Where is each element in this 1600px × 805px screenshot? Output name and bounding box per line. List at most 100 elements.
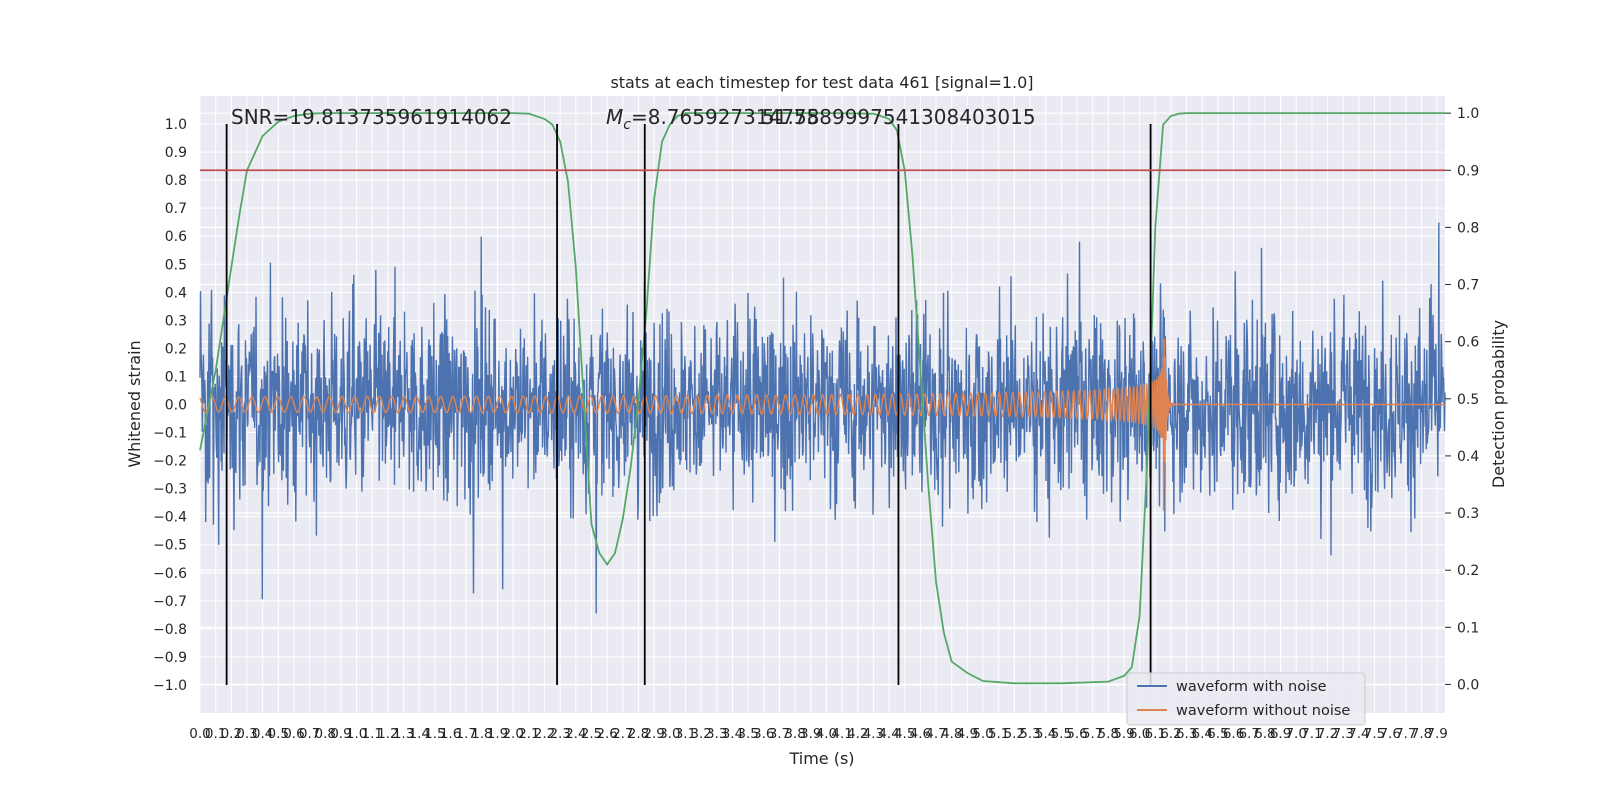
y-axis-label: Whitened strain (125, 340, 144, 467)
y-tick-label: −0.8 (153, 622, 187, 638)
x-tick-label: 6.4 (1192, 726, 1213, 742)
y-tick-label: −0.7 (153, 594, 187, 610)
x-tick-label: 3.5 (737, 726, 758, 742)
y-tick-label: −0.3 (153, 482, 187, 498)
x-tick-label: 7.0 (1285, 726, 1306, 742)
y2-tick-label: 0.4 (1457, 449, 1479, 465)
x-tick-label: 5.9 (1113, 726, 1134, 742)
y-tick-label: 0.6 (165, 229, 187, 245)
chirp-mass-annotation: Mc=8.765927314758 (606, 105, 820, 133)
x-tick-label: 6.7 (1239, 726, 1260, 742)
y-tick-label: 0.8 (165, 173, 187, 189)
detection-probability-series (199, 112, 1445, 685)
x-tick-label: 4.5 (894, 726, 915, 742)
x-tick-label: 3.6 (753, 726, 774, 742)
x-tick-label: 5.5 (1051, 726, 1072, 742)
y-axis-ticks: 1.0 0.9 0.8 0.7 0.6 0.5 0.4 0.3 0.2 0.1 0.0 −0.1 −0.… (153, 117, 187, 694)
y-tick-label: 0.5 (165, 257, 187, 273)
x-tick-label: 1.3 (393, 726, 414, 742)
x-tick-label: 1.2 (377, 726, 398, 742)
y-tick-label: −0.9 (153, 650, 187, 666)
y-tick-label: 0.3 (165, 313, 187, 329)
x-tick-label: 4.9 (957, 726, 978, 742)
signal-line (199, 338, 1445, 511)
x-tick-label: 4.8 (941, 726, 962, 742)
y2-axis-ticks: 1.0 0.9 0.8 0.7 0.6 0.5 0.4 0.3 0.2 0.1 0.0 (1445, 106, 1479, 693)
detection-vlines (225, 124, 1152, 685)
x-tick-label: 7.7 (1395, 726, 1416, 742)
y-tick-label: −0.2 (153, 454, 187, 470)
y2-tick-label: 0.8 (1457, 220, 1479, 236)
x-tick-label: 3.8 (784, 726, 805, 742)
x-tick-label: 0.4 (252, 726, 273, 742)
y-tick-label: 1.0 (165, 117, 187, 133)
x-tick-label: 6.0 (1129, 726, 1150, 742)
y-tick-label: −0.1 (153, 426, 187, 442)
y2-tick-label: 0.7 (1457, 278, 1479, 294)
legend-label-with-noise: waveform with noise (1176, 679, 1327, 695)
x-tick-label: 3.0 (659, 726, 680, 742)
x-tick-label: 2.7 (612, 726, 633, 742)
x-tick-label: 0.8 (315, 726, 336, 742)
x-tick-label: 2.6 (596, 726, 617, 742)
x-tick-label: 5.8 (1098, 726, 1119, 742)
x-tick-label: 3.2 (690, 726, 711, 742)
x-tick-label: 6.8 (1254, 726, 1275, 742)
legend-box (1126, 672, 1366, 726)
x-tick-label: 5.2 (1004, 726, 1025, 742)
chirp-mass-symbol: M (606, 105, 623, 129)
snr-annotation: SNR=19.813735961914062 (231, 105, 512, 129)
x-tick-label: 3.9 (800, 726, 821, 742)
x-tick-label: 7.5 (1364, 726, 1385, 742)
x-tick-label: 6.9 (1270, 726, 1291, 742)
x-tick-label: 4.6 (910, 726, 931, 742)
x-tick-label: 4.4 (878, 726, 899, 742)
y-tick-label: −0.5 (153, 538, 187, 554)
y-tick-label: 0.4 (165, 285, 187, 301)
waveform-with-noise-series (199, 222, 1446, 614)
x-tick-label: 1.8 (471, 726, 492, 742)
chirp-mass-value: =8.765927314758 (631, 105, 820, 129)
x-tick-label: 1.9 (487, 726, 508, 742)
y2-tick-label: 0.5 (1457, 392, 1479, 408)
x-tick-label: 0.9 (330, 726, 351, 742)
chirp-mass-subscript: c (623, 117, 631, 133)
y2-tick-label: 0.6 (1457, 335, 1479, 351)
x-tick-label: 2.3 (549, 726, 570, 742)
x-axis-label: Time (s) (788, 749, 854, 768)
waveform-without-noise-series (199, 338, 1445, 511)
y-tick-label: 0.7 (165, 201, 187, 217)
x-tick-label: 7.6 (1379, 726, 1400, 742)
x-tick-label: 7.4 (1348, 726, 1369, 742)
x-tick-label: 5.0 (972, 726, 993, 742)
x-tick-label: 7.1 (1301, 726, 1322, 742)
x-tick-label: 2.5 (581, 726, 602, 742)
x-tick-label: 7.9 (1426, 726, 1447, 742)
x-tick-label: 6.6 (1223, 726, 1244, 742)
y-tick-label: −1.0 (153, 678, 187, 694)
y2-tick-label: 0.0 (1457, 677, 1479, 693)
noise-line (199, 222, 1446, 614)
y-tick-label: −0.6 (153, 566, 187, 582)
x-tick-label: 0.6 (283, 726, 304, 742)
x-tick-label: 1.4 (409, 726, 430, 742)
overlapping-annotation: 51.7589997541308403015 (762, 105, 1036, 129)
x-tick-label: 4.0 (816, 726, 837, 742)
y-tick-label: 0.0 (165, 398, 187, 414)
x-tick-label: 7.8 (1411, 726, 1432, 742)
x-tick-label: 2.4 (565, 726, 586, 742)
x-tick-label: 4.7 (925, 726, 946, 742)
legend-label-without-noise: waveform without noise (1176, 703, 1350, 719)
x-tick-label: 1.1 (362, 726, 383, 742)
legend: waveform with noise waveform without noi… (1126, 672, 1366, 726)
x-tick-label: 5.3 (1019, 726, 1040, 742)
x-tick-label: 3.3 (706, 726, 727, 742)
x-tick-label: 2.1 (518, 726, 539, 742)
x-tick-label: 4.3 (863, 726, 884, 742)
x-tick-label: 2.8 (628, 726, 649, 742)
x-tick-label: 4.1 (831, 726, 852, 742)
x-tick-label: 6.1 (1145, 726, 1166, 742)
y2-tick-label: 0.2 (1457, 563, 1479, 579)
x-tick-label: 3.1 (675, 726, 696, 742)
